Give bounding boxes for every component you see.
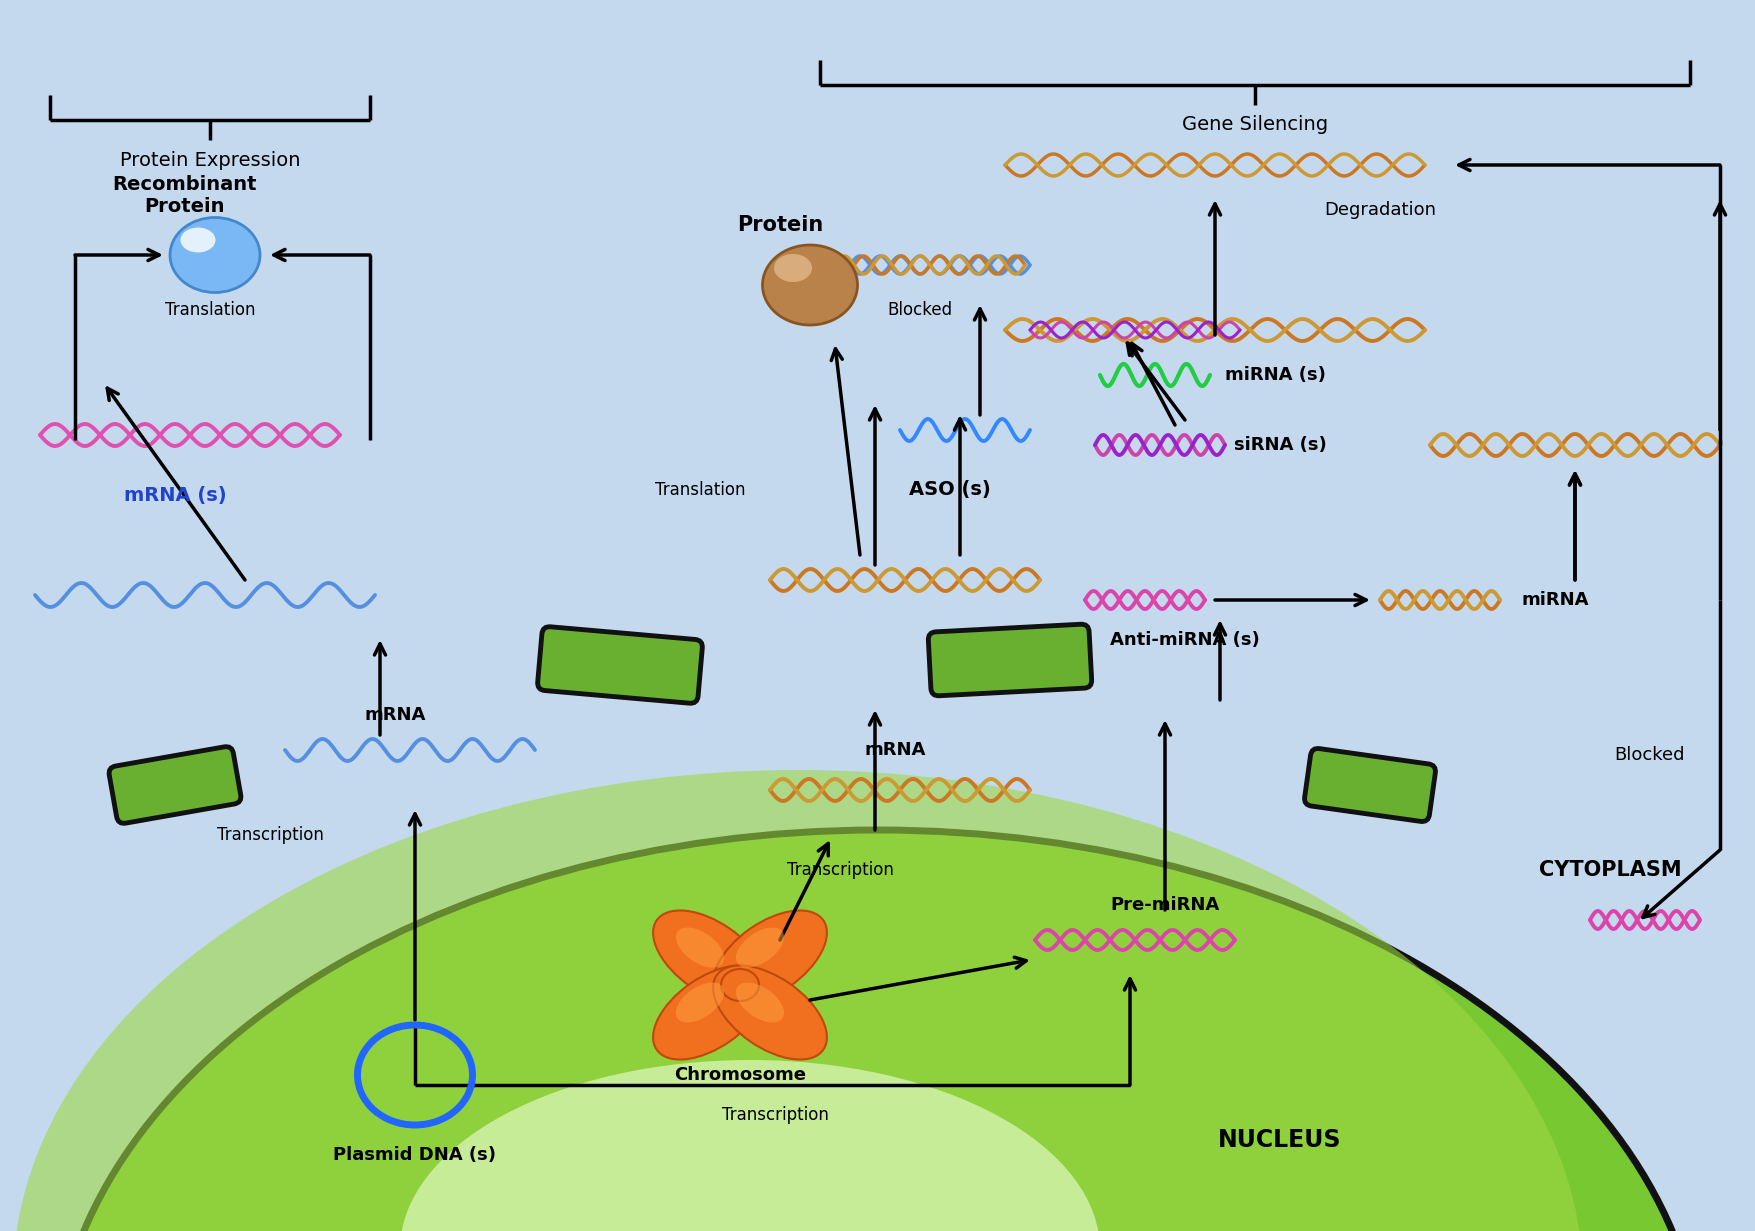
Text: Transcription: Transcription (216, 826, 323, 844)
Ellipse shape (12, 771, 1583, 1231)
Text: Degradation: Degradation (1323, 201, 1436, 219)
Ellipse shape (774, 254, 813, 282)
Ellipse shape (400, 1060, 1100, 1231)
Text: Anti-miRNA (s): Anti-miRNA (s) (1111, 632, 1260, 649)
Text: Chromosome: Chromosome (674, 1066, 806, 1085)
Text: Protein: Protein (737, 215, 823, 235)
Text: mRNA (s): mRNA (s) (123, 485, 226, 505)
Text: miRNA: miRNA (1522, 591, 1588, 609)
Text: Transcription: Transcription (786, 860, 893, 879)
Text: Pre-miRNA: Pre-miRNA (1111, 896, 1220, 913)
Ellipse shape (762, 245, 858, 325)
Ellipse shape (181, 228, 216, 252)
FancyBboxPatch shape (537, 627, 702, 703)
Text: miRNA (s): miRNA (s) (1225, 366, 1325, 384)
Text: Protein Expression: Protein Expression (119, 150, 300, 170)
Text: mRNA: mRNA (863, 741, 925, 760)
Ellipse shape (676, 982, 725, 1023)
Text: Translation: Translation (655, 481, 746, 499)
Text: Blocked: Blocked (1615, 746, 1685, 764)
Text: mRNA: mRNA (365, 707, 426, 724)
Text: Blocked: Blocked (888, 302, 953, 319)
Ellipse shape (735, 927, 784, 968)
Text: Transcription: Transcription (721, 1105, 828, 1124)
Text: siRNA (s): siRNA (s) (1234, 436, 1327, 454)
Ellipse shape (713, 965, 827, 1060)
Text: Translation: Translation (165, 302, 254, 319)
Ellipse shape (676, 927, 725, 968)
Ellipse shape (653, 965, 767, 1060)
Text: ASO (s): ASO (s) (909, 480, 992, 500)
Ellipse shape (53, 830, 1702, 1231)
FancyBboxPatch shape (109, 747, 240, 824)
Text: Plasmid DNA (s): Plasmid DNA (s) (333, 1146, 497, 1165)
Ellipse shape (735, 982, 784, 1023)
FancyBboxPatch shape (1304, 748, 1436, 821)
Text: CYTOPLASM: CYTOPLASM (1539, 860, 1681, 880)
Ellipse shape (713, 911, 827, 1004)
Text: NUCLEUS: NUCLEUS (1218, 1128, 1343, 1152)
Ellipse shape (721, 969, 758, 1001)
Ellipse shape (653, 911, 767, 1004)
Ellipse shape (170, 218, 260, 293)
Text: Gene Silencing: Gene Silencing (1181, 116, 1329, 134)
FancyBboxPatch shape (928, 624, 1092, 696)
Text: Recombinant
Protein: Recombinant Protein (112, 175, 258, 215)
